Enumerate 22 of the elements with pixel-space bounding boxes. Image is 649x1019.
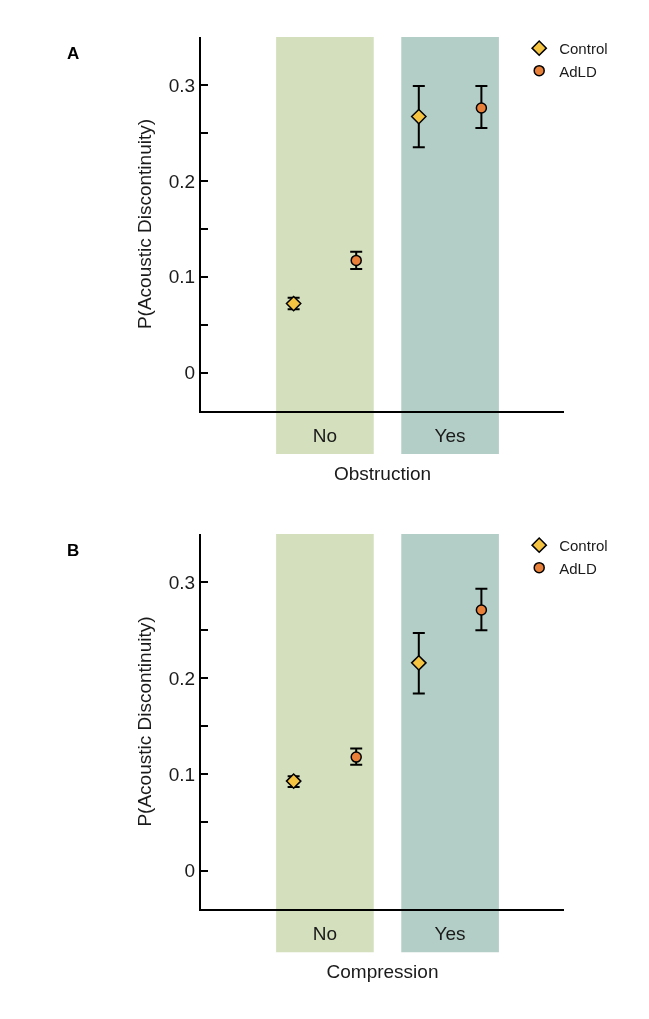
x-tick-label: No — [312, 424, 338, 446]
y-tick-label: 0.2 — [168, 170, 196, 192]
y-tick-label: 0.1 — [168, 266, 196, 288]
y-tick-label: 0.3 — [168, 74, 196, 96]
y-axis-title: P(Acoustic Discontinuity) — [134, 616, 156, 827]
x-tick-label: Yes — [434, 424, 466, 446]
legend-label: Control — [559, 537, 608, 555]
x-tick-label: No — [312, 922, 338, 944]
chart-title: A — [67, 44, 80, 63]
x-axis-title: Obstruction — [333, 463, 432, 485]
legend-label: AdLD — [559, 62, 597, 80]
y-tick-label: 0.1 — [168, 764, 196, 786]
x-axis-title: Compression — [326, 961, 439, 983]
y-tick-label: 0.2 — [168, 667, 196, 689]
legend-label: AdLD — [559, 559, 597, 577]
y-tick-label: 0 — [184, 362, 196, 384]
y-axis-title: P(Acoustic Discontinuity) — [134, 118, 156, 330]
y-tick-label: 0 — [184, 860, 196, 882]
x-tick-label: Yes — [434, 922, 466, 944]
y-tick-label: 0.3 — [168, 571, 196, 593]
legend-label: Control — [559, 40, 608, 58]
chart-title: B — [67, 541, 80, 560]
